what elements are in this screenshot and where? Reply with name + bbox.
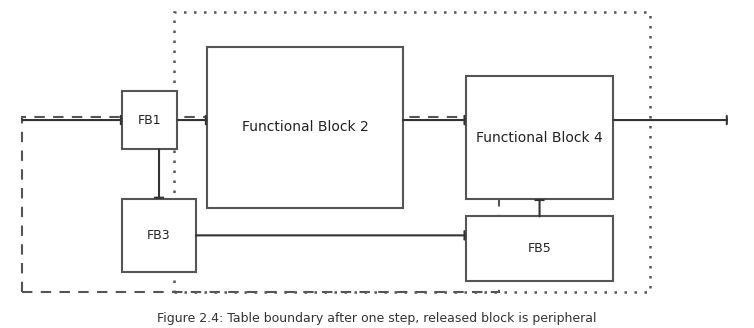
Bar [122,199,196,272]
Bar [466,216,614,281]
Bar [173,12,651,292]
Text: FB1: FB1 [138,113,161,127]
Text: Functional Block 2: Functional Block 2 [241,120,369,134]
Text: Functional Block 4: Functional Block 4 [477,131,603,145]
Bar [23,117,499,292]
Bar [207,47,403,208]
Text: FB3: FB3 [147,229,171,242]
Text: FB5: FB5 [528,242,551,255]
Bar [122,91,177,149]
Text: Figure 2.4: Table boundary after one step, released block is peripheral: Figure 2.4: Table boundary after one ste… [158,312,596,325]
Bar [466,76,614,199]
